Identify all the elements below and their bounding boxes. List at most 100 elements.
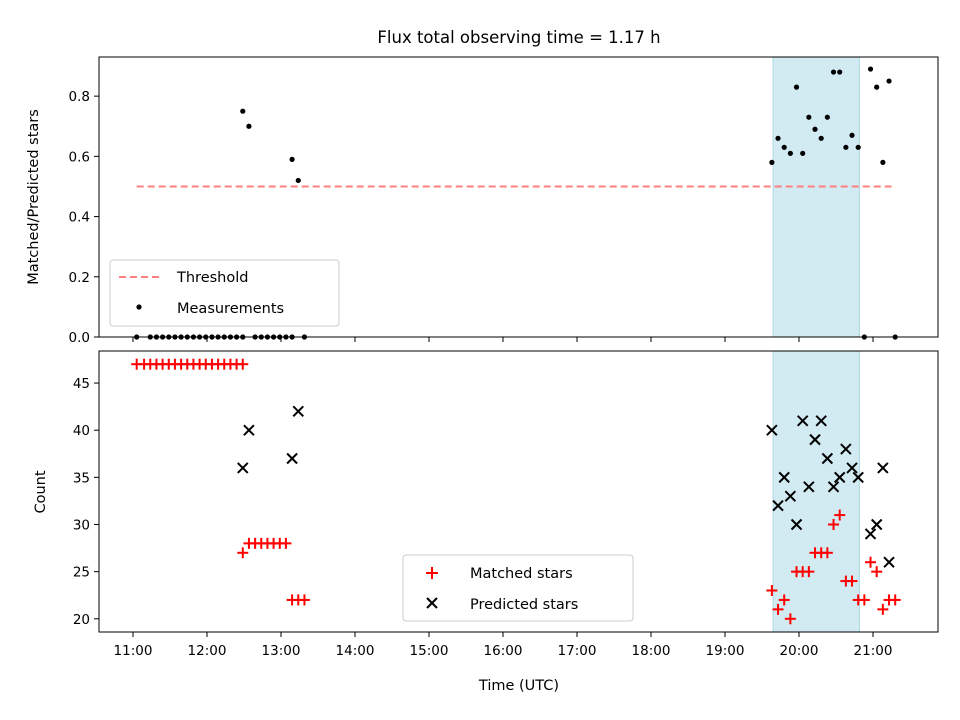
predicted-stars-point: [840, 443, 852, 455]
predicted-stars-legend-label: Predicted stars: [470, 597, 578, 613]
predicted-stars-legend-swatch: [426, 597, 438, 609]
matched-stars-point: [778, 594, 790, 606]
bottom-y-tick-label: 40: [73, 423, 90, 439]
bottom-y-tick-label: 20: [73, 612, 90, 628]
predicted-stars-point: [286, 452, 298, 465]
measurement-point: [800, 150, 806, 156]
matched-stars-legend-label: Matched stars: [470, 566, 573, 582]
predicted-stars-point: [852, 471, 864, 484]
measurement-point: [849, 132, 855, 138]
measurement-point: [830, 69, 837, 75]
predicted-stars-point: [883, 556, 895, 568]
measurement-point: [775, 135, 781, 141]
bottom-y-axis-title: Count: [33, 470, 49, 513]
top-x-ticks: [132, 337, 874, 342]
measurement-point: [295, 177, 301, 184]
predicted-stars-point: [877, 462, 889, 474]
bottom-x-ticks: 11:00 12:00 13:00 14:00 15:00 16:00 17:00 18:00…: [114, 632, 893, 659]
predicted-stars-point: [292, 405, 304, 418]
measurements-legend-swatch: [136, 304, 142, 310]
measurement-point: [843, 144, 849, 150]
measurement-point: [793, 84, 800, 90]
matched-stars-point: [803, 566, 815, 578]
x-tick-label: 20:00: [780, 643, 819, 659]
predicted-stars-point: [796, 415, 809, 427]
x-tick-label: 12:00: [188, 643, 227, 659]
bottom-y-tick-label: 35: [73, 470, 90, 486]
matched-stars-point: [280, 537, 292, 549]
matched-stars-point: [871, 566, 883, 578]
measurement-point: [787, 150, 793, 156]
threshold-legend-label: Threshold: [176, 270, 248, 286]
measurement-point: [806, 114, 812, 120]
predicted-stars-point: [237, 462, 249, 474]
matched-stars-point: [772, 603, 784, 615]
predicted-stars-point: [790, 518, 803, 531]
top-plot-area: 0.0 0.2 0.4 0.6 0.8: [69, 56, 939, 346]
measurement-point: [824, 114, 830, 120]
matched-stars-point: [834, 509, 846, 521]
bottom-legend-box: [402, 554, 634, 622]
x-tick-label: 13:00: [262, 643, 301, 659]
matched-stars-legend-swatch: [426, 567, 438, 579]
top-y-tick-label: 0.8: [69, 89, 90, 105]
predicted-stars-points: [237, 405, 895, 568]
predicted-stars-point: [766, 424, 778, 436]
measurement-point: [880, 159, 886, 165]
top-shaded-region: [772, 56, 860, 338]
predicted-stars-point: [864, 528, 877, 540]
matched-stars-point: [865, 556, 877, 568]
x-tick-label: 16:00: [484, 643, 523, 659]
measurements-legend-label: Measurements: [177, 301, 284, 317]
matched-stars-point: [821, 547, 833, 559]
predicted-stars-point: [827, 481, 840, 493]
predicted-stars-point: [821, 452, 834, 465]
matched-stars-point: [828, 519, 840, 531]
matched-stars-point: [784, 613, 796, 625]
top-legend: Threshold Measurements: [109, 259, 340, 327]
chart-title: Flux total observing time = 1.17 h: [377, 28, 660, 47]
bottom-y-tick-label: 30: [73, 518, 90, 534]
measurement-points: [134, 66, 898, 340]
x-tick-label: 18:00: [632, 643, 671, 659]
top-y-tick-label: 0.6: [69, 149, 90, 165]
measurement-point: [812, 126, 818, 132]
bottom-y-tick-label: 25: [73, 565, 90, 581]
top-axes-frame: [98, 56, 939, 338]
top-y-axis-title: Matched/Predicted stars: [26, 109, 42, 285]
predicted-stars-point: [243, 424, 255, 436]
matched-stars-point: [858, 594, 870, 606]
matched-stars-point: [877, 603, 889, 615]
x-tick-label: 17:00: [558, 643, 597, 659]
bottom-y-ticks: 20 25 30 35 40 45: [73, 376, 99, 628]
predicted-stars-point: [784, 490, 797, 502]
measurement-point: [246, 123, 252, 129]
measurement-point: [837, 69, 843, 75]
x-tick-label: 19:00: [706, 643, 745, 659]
top-y-tick-label: 0.2: [69, 270, 90, 286]
predicted-stars-point: [809, 433, 821, 446]
top-y-tick-label: 0.4: [69, 210, 90, 226]
predicted-stars-point: [833, 471, 846, 484]
matched-stars-point: [298, 594, 310, 606]
predicted-stars-point: [803, 481, 815, 493]
matched-stars-point: [237, 358, 249, 370]
predicted-stars-point: [778, 471, 790, 484]
measurement-point: [855, 144, 861, 150]
bottom-legend: Matched stars Predicted stars: [402, 554, 634, 622]
matched-stars-point: [889, 594, 901, 606]
measurement-point: [240, 108, 246, 114]
x-tick-label: 21:00: [854, 643, 893, 659]
measurement-point: [874, 84, 880, 90]
predicted-stars-point: [870, 518, 883, 531]
matched-stars-point: [766, 585, 778, 597]
matched-stars-point: [237, 547, 249, 559]
measurement-point: [289, 156, 295, 162]
x-tick-label: 14:00: [336, 643, 375, 659]
bottom-y-tick-label: 45: [73, 376, 90, 392]
predicted-stars-point: [815, 415, 827, 427]
top-y-tick-label: 0.0: [69, 330, 90, 346]
bottom-axes-frame: [98, 350, 939, 633]
top-legend-box: [109, 259, 340, 327]
